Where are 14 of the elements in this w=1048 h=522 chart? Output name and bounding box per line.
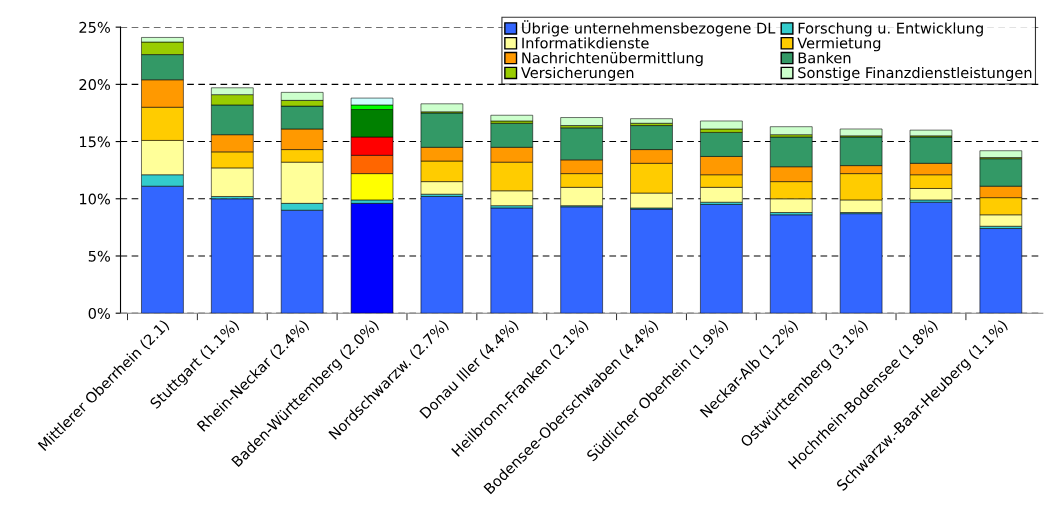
legend-label: Banken <box>798 52 851 64</box>
legend-label: Versicherungen <box>521 66 634 82</box>
legend-label: Vermietung <box>797 37 881 52</box>
y-tick-label: 0% <box>88 307 110 319</box>
legend-label: Informatikdienste <box>522 37 649 49</box>
y-tick-label: 15% <box>79 136 110 148</box>
legend-label: Nachrichtenübermittlung <box>522 52 703 67</box>
y-tick-label: 25% <box>79 21 110 33</box>
y-tick-label: 20% <box>79 79 110 91</box>
legend-label: Sonstige Finanzdienstleistungen <box>798 66 1032 82</box>
y-tick-label: 5% <box>88 250 110 262</box>
legend-label: Übrige unternehmensbezogene DL <box>522 20 776 37</box>
legend-label: Forschung u. Entwicklung <box>798 22 983 37</box>
y-tick-label: 10% <box>79 193 110 205</box>
